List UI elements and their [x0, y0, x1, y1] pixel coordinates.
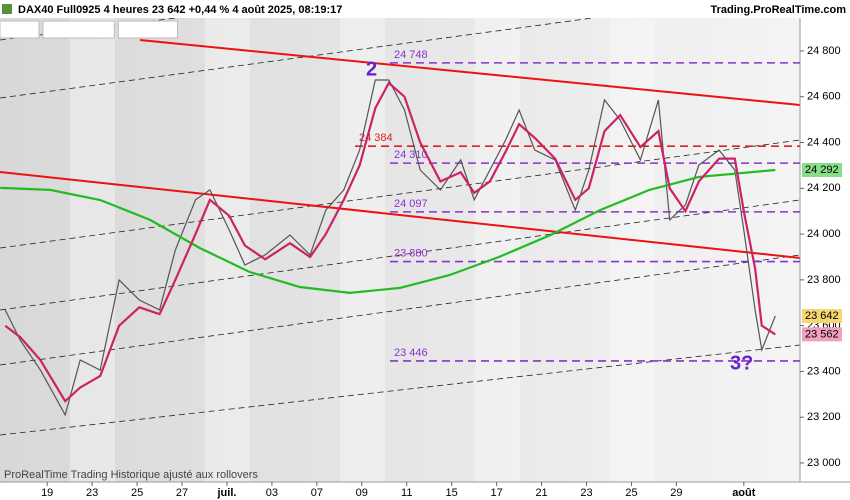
header-bar	[0, 0, 850, 18]
y-tick-label: 23 200	[807, 411, 841, 423]
x-tick-label: 23	[86, 487, 98, 499]
y-tick-label: 24 400	[807, 136, 841, 148]
x-tick-label: 15	[446, 487, 458, 499]
y-tick-label: 23 400	[807, 365, 841, 377]
price-badge-label: 23 642	[805, 310, 839, 322]
x-tick-label: 21	[535, 487, 547, 499]
series-line	[0, 168, 776, 295]
x-tick-label: août	[732, 487, 756, 499]
y-tick-label: 24 000	[807, 228, 841, 240]
legend-box	[0, 20, 40, 39]
level-label: 24 384	[359, 132, 393, 144]
series-line	[4, 81, 776, 403]
price-badge-label: 23 562	[805, 328, 839, 340]
price-badge	[802, 309, 842, 324]
level-label: 24 310	[394, 149, 428, 161]
x-tick-label: juil.	[216, 487, 236, 499]
y-tick-label: 23 800	[807, 274, 841, 286]
annotation: 3?	[730, 352, 753, 374]
y-tick-label: 24 800	[807, 45, 841, 57]
x-tick-label: 09	[356, 487, 368, 499]
level-label: 23 880	[394, 247, 428, 259]
x-tick-label: 27	[176, 487, 188, 499]
header-icon	[2, 4, 12, 14]
x-tick-label: 25	[131, 487, 143, 499]
price-badge	[802, 162, 842, 177]
annotation: 2	[366, 58, 377, 80]
x-tick-label: 17	[491, 487, 503, 499]
level-label: 24 748	[394, 49, 428, 61]
legend-box	[117, 20, 178, 39]
series-line	[4, 79, 776, 417]
price-badge-label: 24 292	[805, 164, 839, 176]
level-label: 23 446	[394, 347, 428, 359]
trend-lines	[0, 39, 801, 259]
level-label: 24 097	[394, 198, 428, 210]
source: Trading.ProRealTime.com	[710, 4, 846, 16]
y-tick-label: 24 600	[807, 91, 841, 103]
legend-box	[42, 20, 115, 39]
y-tick-label: 23 000	[807, 457, 841, 469]
stripes	[70, 18, 655, 482]
x-tick-label: 25	[625, 487, 637, 499]
x-tick-label: 23	[580, 487, 592, 499]
price-badge	[802, 327, 842, 342]
x-tick-label: 07	[311, 487, 323, 499]
x-tick-label: 11	[401, 487, 412, 499]
y-tick-label: 24 200	[807, 182, 841, 194]
chart-title: DAX40 Full0925 4 heures 23 642 +0,44 % 4…	[18, 4, 342, 16]
footer: ProRealTime Trading Historique ajusté au…	[4, 469, 258, 481]
x-tick-label: 19	[41, 487, 53, 499]
x-tick-label: 29	[670, 487, 682, 499]
x-tick-label: 03	[266, 487, 278, 499]
plot-background	[0, 18, 800, 482]
